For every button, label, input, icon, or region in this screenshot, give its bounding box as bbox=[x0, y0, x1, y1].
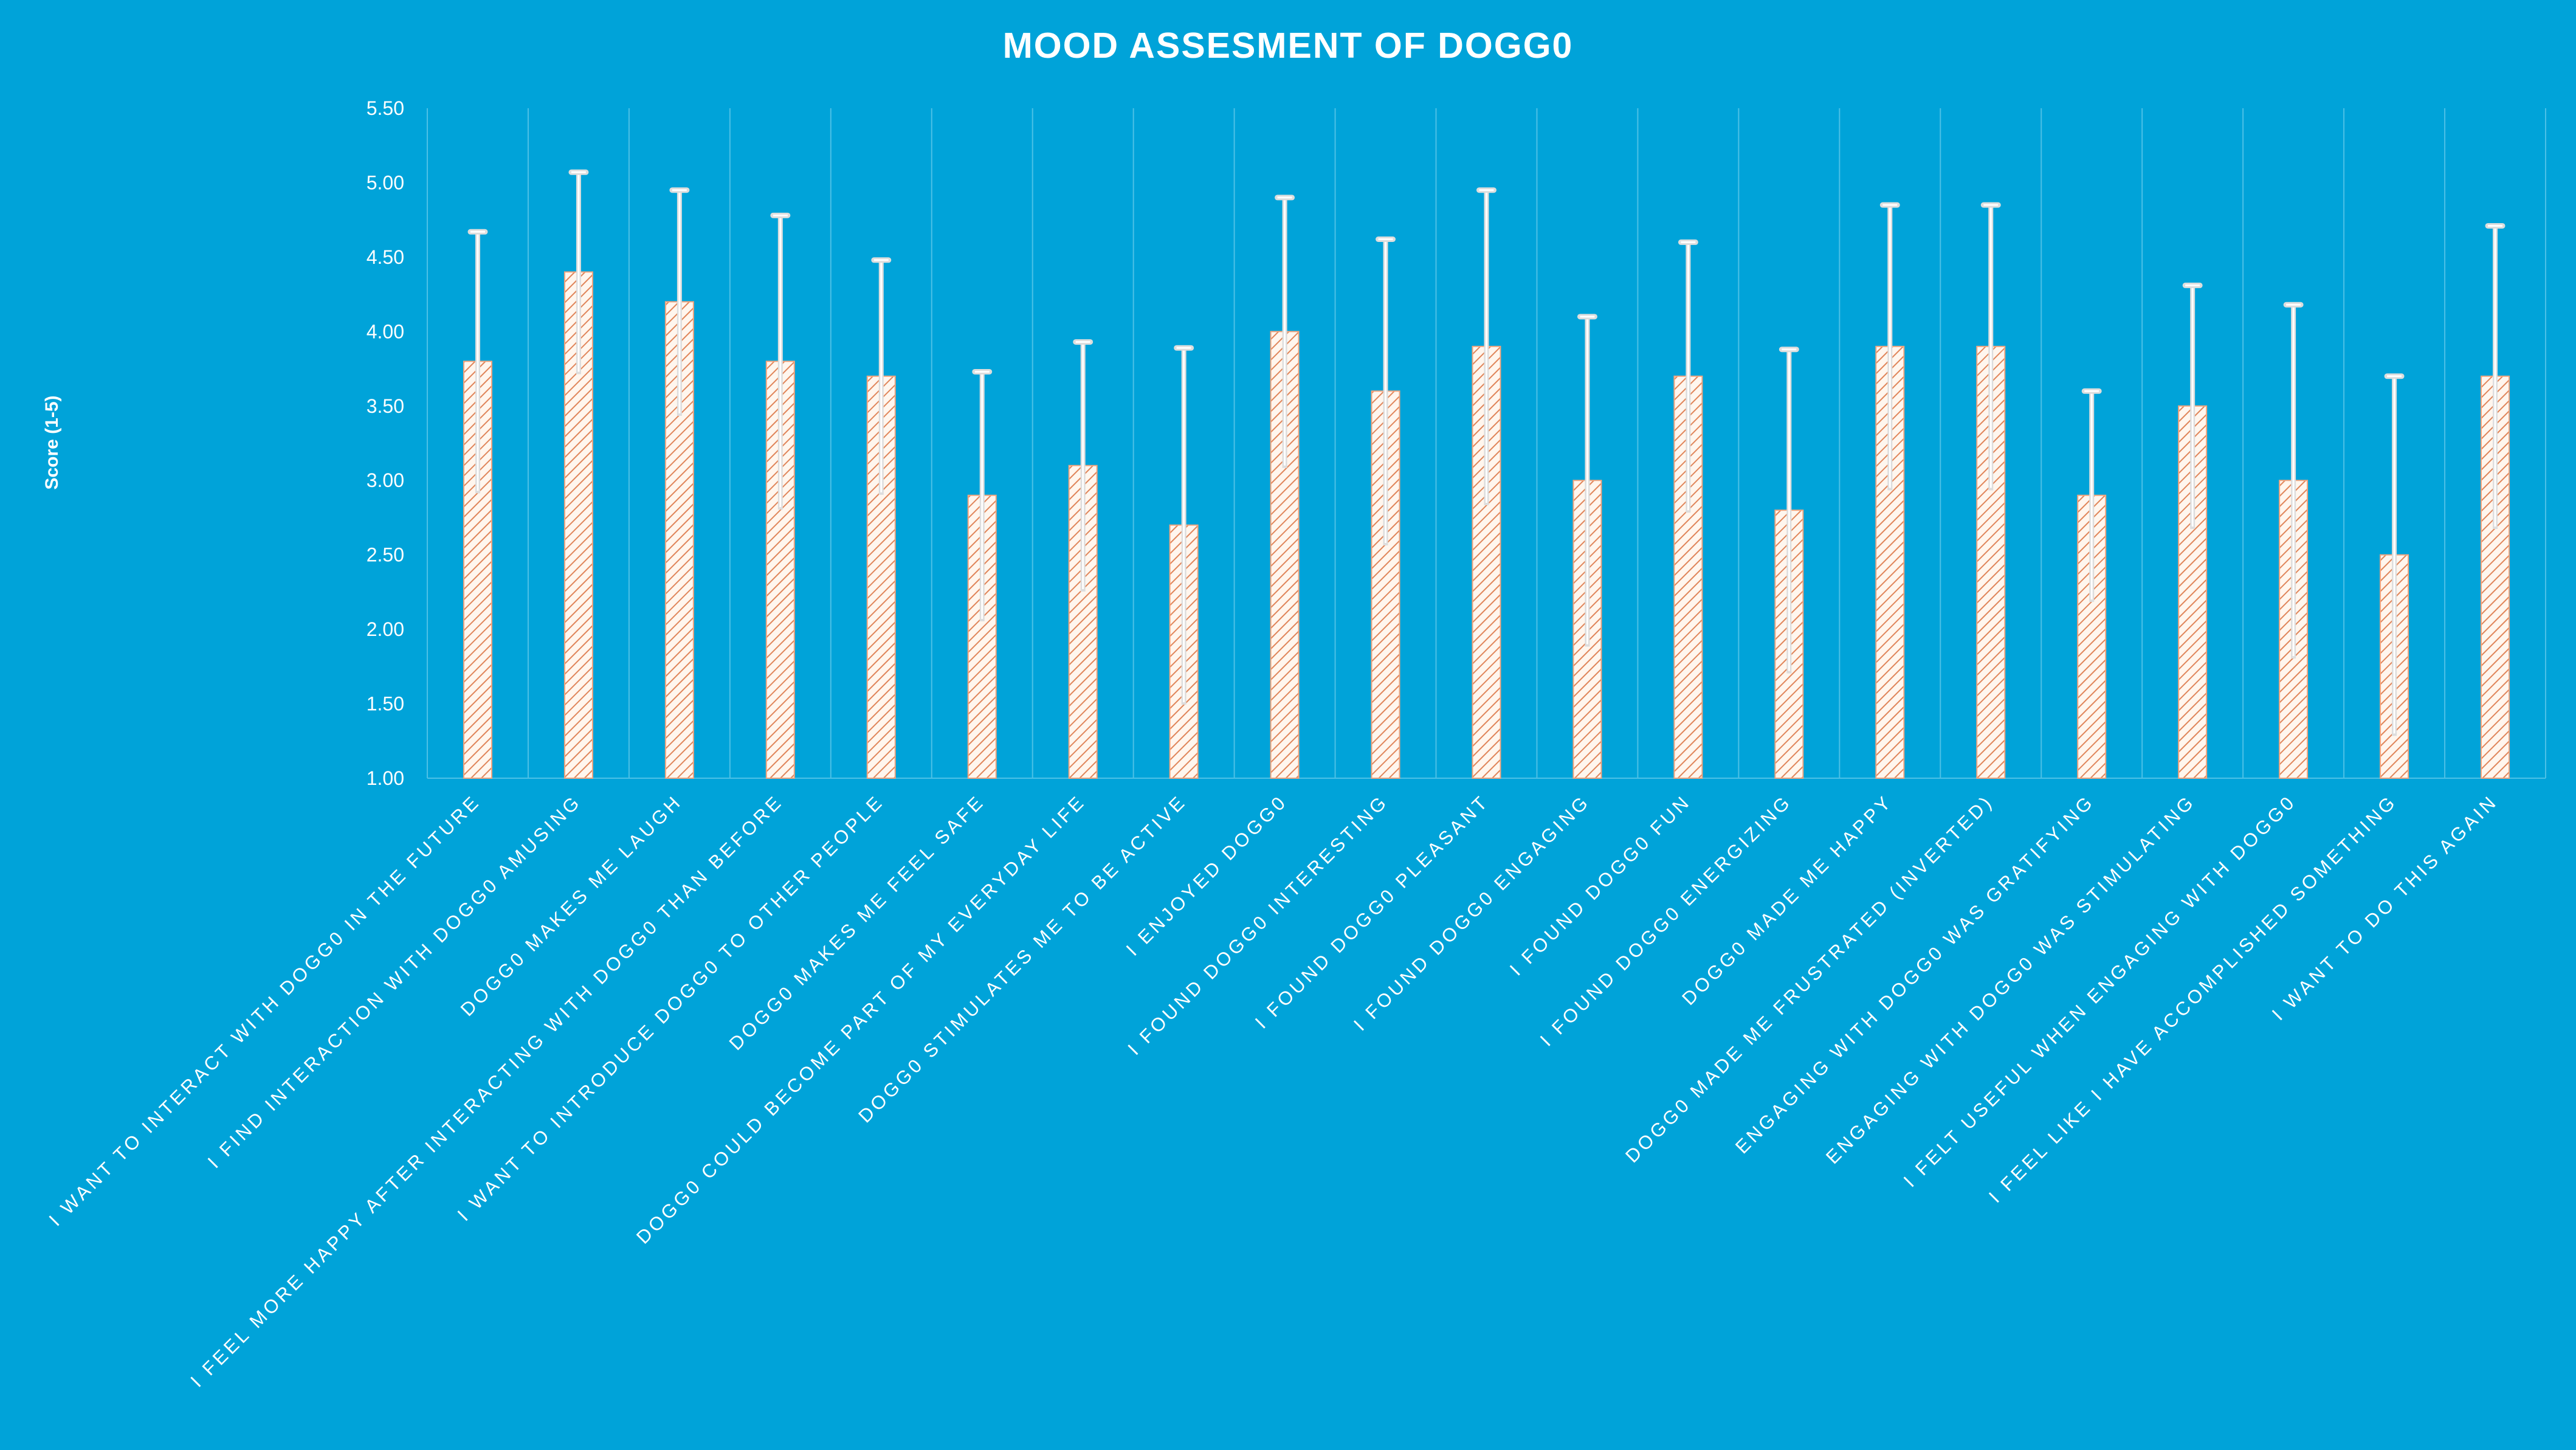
x-tick-label: ENGAGING WITH DOGG0 WAS GRATIFYING bbox=[1731, 790, 2098, 1158]
x-tick-label: I ENJOYED DOGG0 bbox=[1122, 790, 1292, 960]
y-tick-label: 5.00 bbox=[367, 171, 404, 193]
y-tick-label: 1.00 bbox=[367, 767, 404, 789]
x-tick-label: DOGG0 STIMULATES ME TO BE ACTIVE bbox=[854, 790, 1190, 1127]
y-axis-ticks: 1.00 1.50 2.00 2.50 3.00 3.50 4.00 4.50 5.00 5.50 bbox=[367, 97, 404, 789]
y-tick-label: 5.50 bbox=[367, 97, 404, 119]
y-tick-label: 2.00 bbox=[367, 618, 404, 640]
x-tick-label: I WANT TO DO THIS AGAIN bbox=[2268, 790, 2502, 1024]
x-tick-label: I FOUND DOGG0 PLEASANT bbox=[1251, 790, 1493, 1033]
bar bbox=[866, 375, 896, 779]
error-bars bbox=[467, 169, 2505, 736]
x-tick-label: ENGAGING WITH DOGG0 WAS STIMULATING bbox=[1822, 790, 2199, 1168]
x-tick-label: I FOUND DOGG0 FUN bbox=[1506, 790, 1695, 979]
x-tick-label: DOGG0 MAKES ME LAUGH bbox=[456, 790, 686, 1020]
y-tick-label: 3.50 bbox=[367, 395, 404, 417]
x-tick-label: DOGG0 MADE ME FRUSTRATED (INVERTED) bbox=[1621, 790, 1997, 1167]
x-tick-label: DOGG0 COULD BECOME PART OF MY EVERYDAY L… bbox=[632, 790, 1090, 1248]
y-tick-label: 3.00 bbox=[367, 469, 404, 491]
y-axis-title: Score (1-5) bbox=[42, 395, 62, 489]
y-tick-label: 2.50 bbox=[367, 544, 404, 566]
x-tick-label: I FIND INTERACTION WITH DOGG0 AMUSING bbox=[204, 790, 585, 1172]
x-tick-label: I FELT USEFUL WHEN ENGAGING WITH DOGG0 bbox=[1899, 790, 2300, 1191]
y-tick-label: 4.50 bbox=[367, 246, 404, 268]
x-tick-label: DOGG0 MADE ME HAPPY bbox=[1678, 790, 1896, 1009]
y-tick-label: 4.00 bbox=[367, 320, 404, 342]
bars bbox=[463, 271, 2510, 779]
x-axis-ticks: I WANT TO INTERACT WITH DOGG0 IN THE FUT… bbox=[45, 790, 2502, 1391]
y-tick-label: 1.50 bbox=[367, 693, 404, 715]
chart-title: MOOD ASSESMENT OF DOGG0 bbox=[1003, 26, 1574, 66]
bar bbox=[1068, 464, 1098, 779]
